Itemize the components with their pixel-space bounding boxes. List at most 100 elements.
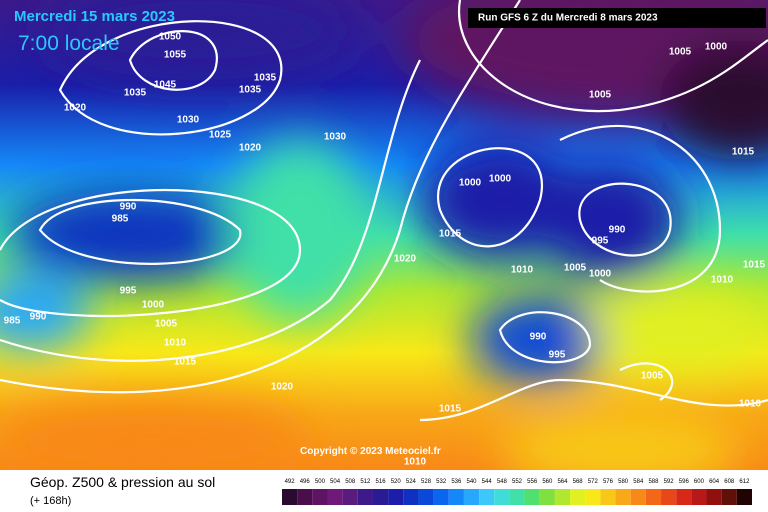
isobar-label: 1020 [394,254,417,265]
isobar-label: 1015 [743,260,766,271]
scale-label: 504 [330,479,341,485]
scale-label: 532 [436,479,447,485]
scale-label: 584 [633,479,644,485]
isobar-label: 1020 [64,103,87,114]
scale-swatch [630,489,646,505]
isobar-label: 1010 [164,338,187,349]
scale-label: 516 [376,479,387,485]
color-scale: 492 496 500 504 508 512 516 520 524 528 532 536 540 5… [282,479,752,505]
isobar-label: 1035 [124,88,147,99]
scale-label: 580 [618,479,629,485]
scale-swatch [615,489,631,505]
isobar-label: 985 [112,214,129,225]
isobar-label: 1015 [174,357,197,368]
isobar-label: 1005 [155,319,178,330]
scale-swatch [721,489,737,505]
scale-swatch [600,489,616,505]
isobar-label: 1035 [239,85,262,96]
isobar-label: 1010 [739,399,762,410]
isobar-label: 990 [530,332,547,343]
scale-label: 564 [557,479,568,485]
scale-label: 536 [451,479,462,485]
scale-swatch [645,489,662,505]
scale-label: 572 [588,479,599,485]
isobar-label: 1020 [271,382,294,393]
scale-label: 560 [542,479,553,485]
time-label: 7:00 locale [18,32,120,55]
scale-label: 528 [421,479,432,485]
isobar-label: 1000 [489,174,512,185]
isobar-label: 1000 [589,269,612,280]
scale-label: 588 [648,479,659,485]
footer-lead: (+ 168h) [30,495,71,507]
scale-label: 540 [467,479,478,485]
isobar-label: 1005 [564,263,587,274]
scale-swatch [342,489,358,505]
isobar-label: 1055 [164,50,187,61]
isobar-label: 1035 [254,73,277,84]
scale-swatch [539,489,555,505]
isobar-label: 1000 [459,178,482,189]
scale-label: 524 [406,479,417,485]
run-label: Run GFS 6 Z du Mercredi 8 mars 2023 [478,13,658,24]
isobar-label: 990 [609,225,626,236]
scale-swatch [676,489,692,505]
run-box [468,8,766,28]
scale-swatch [509,489,525,505]
scale-swatch [297,489,313,505]
scale-swatch [494,489,510,505]
isobar-label: 1005 [669,47,692,58]
scale-swatch [585,489,601,505]
isobar-lines [0,0,768,420]
scale-label: 568 [573,479,584,485]
scale-swatch [570,489,586,505]
scale-swatch [282,489,298,505]
scale-label: 556 [527,479,538,485]
date-label: Mercredi 15 mars 2023 [14,8,175,25]
scale-swatch [357,489,373,505]
scale-swatch [524,489,540,505]
scale-swatch [736,489,752,505]
scale-swatch [418,489,434,505]
isobar-label: 1045 [154,80,177,91]
scale-swatch [554,489,571,505]
scale-label: 552 [512,479,523,485]
isobar-label: 985 [4,316,21,327]
scale-swatch [661,489,677,505]
scale-label: 508 [345,479,356,485]
scale-swatch [403,489,419,505]
isobar-label: 1010 [711,275,734,286]
isobar-label: 1025 [209,130,232,141]
isobar-label: 995 [592,236,609,247]
isobar-label: 1030 [177,115,200,126]
isobar-label: 1030 [324,132,347,143]
isobar-label: 995 [120,286,137,297]
scale-label: 576 [603,479,614,485]
scale-swatch [388,489,404,505]
scale-label: 544 [482,479,493,485]
isobar-label: 1015 [439,229,462,240]
scale-label: 612 [739,479,750,485]
scale-label: 600 [694,479,705,485]
scale-swatch [448,489,464,505]
isobar-label: 1015 [439,404,462,415]
scale-label: 496 [300,479,311,485]
scale-swatch [463,489,480,505]
copyright: Copyright © 2023 Meteociel.fr [300,446,441,457]
isobar-label: 995 [549,350,566,361]
isobar-label: 1010 [404,457,427,468]
scale-swatch [479,489,495,505]
height-field [0,0,768,490]
isobar-label: 1000 [705,42,728,53]
scale-label: 604 [709,479,720,485]
isobar-label: 990 [120,202,137,213]
isobar-label: 1020 [239,143,262,154]
isobar-label: 1010 [511,265,534,276]
scale-label: 512 [360,479,371,485]
scale-label: 592 [664,479,675,485]
scale-label: 520 [391,479,402,485]
scale-label: 596 [679,479,690,485]
scale-swatch [327,489,343,505]
isobar-label: 1000 [142,300,165,311]
